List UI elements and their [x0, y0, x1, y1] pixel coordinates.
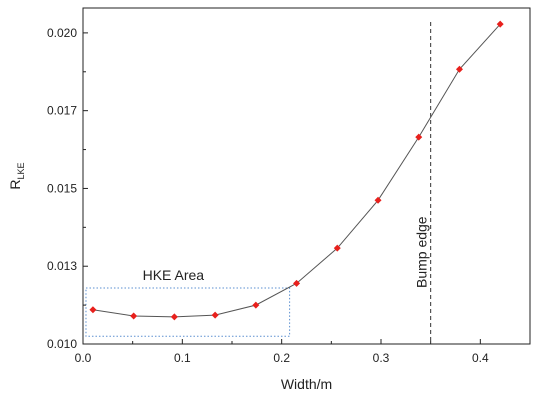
data-point [455, 65, 463, 73]
y-tick-label: 0.020 [47, 26, 77, 40]
x-tick-label: 0.4 [472, 351, 489, 365]
y-tick-label: 0.015 [47, 181, 77, 195]
x-axis-ticks: 0.0 0.1 0.2 0.3 0.4 [75, 339, 531, 365]
x-axis-label: Width/m [281, 376, 332, 392]
hke-area-label: HKE Area [143, 267, 205, 283]
x-tick-label: 0.3 [373, 351, 390, 365]
y-axis-label-main: R [7, 179, 23, 189]
y-axis-ticks: 0.010 0.013 0.015 0.017 0.020 [47, 26, 88, 351]
data-point [252, 301, 260, 309]
data-point [130, 312, 138, 320]
series-points-layer [89, 20, 504, 321]
annotations-layer [85, 22, 432, 344]
data-point [415, 133, 423, 141]
data-point [89, 306, 97, 314]
data-point [374, 196, 382, 204]
data-point [496, 20, 504, 28]
plot-frame [82, 7, 531, 345]
data-point [170, 313, 178, 321]
bump-edge-label: Bump edge [414, 216, 430, 288]
y-axis-label: RLKE [7, 162, 26, 189]
hke-area-box [85, 287, 291, 337]
data-point [211, 311, 219, 319]
y-tick-label: 0.013 [47, 259, 77, 273]
y-tick-label: 0.010 [47, 337, 77, 351]
data-point [333, 244, 341, 252]
data-point [293, 279, 301, 287]
y-tick-label: 0.017 [47, 104, 77, 118]
x-tick-label: 0.1 [174, 351, 191, 365]
x-tick-label: 0.2 [273, 351, 290, 365]
y-axis-label-subscript: LKE [16, 162, 26, 179]
x-tick-label: 0.0 [75, 351, 92, 365]
